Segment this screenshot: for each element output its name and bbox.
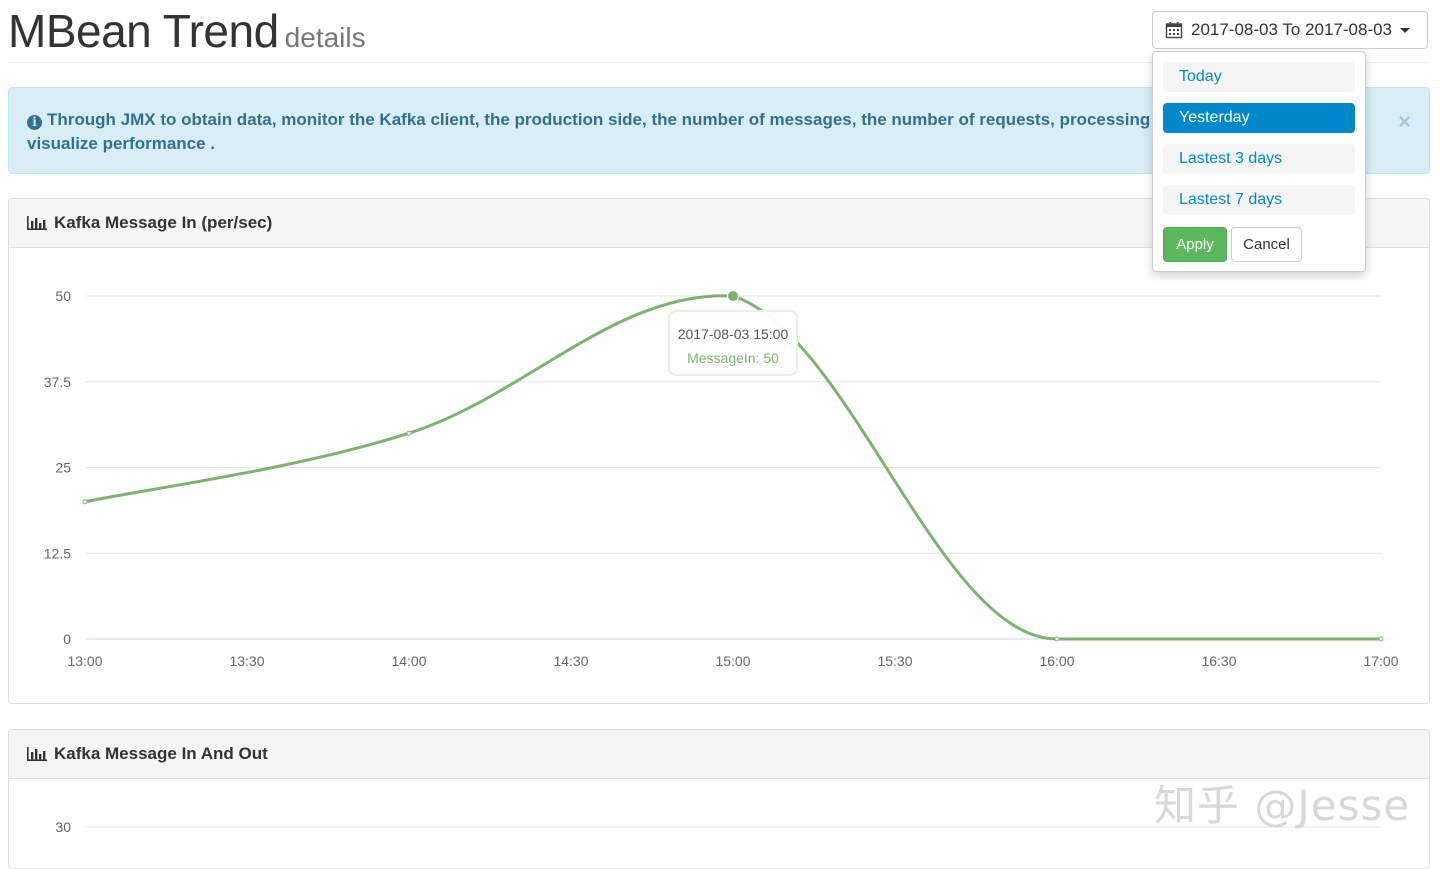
alert-text-line2: visualize performance . [27, 134, 216, 153]
panel-title: Kafka Message In And Out [54, 744, 268, 763]
x-tick-label: 15:30 [877, 653, 912, 669]
y-tick-label: 12.5 [44, 545, 71, 561]
x-tick-label: 15:00 [715, 653, 750, 669]
x-tick-label: 13:00 [67, 653, 102, 669]
cancel-button[interactable]: Cancel [1231, 227, 1302, 262]
data-point [406, 430, 412, 436]
date-range-picker[interactable]: 2017-08-03 To 2017-08-03 [1152, 11, 1428, 49]
y-tick-label: 0 [63, 631, 71, 647]
bar-chart-icon [27, 216, 47, 230]
y-tick-label: 25 [55, 460, 71, 476]
calendar-icon [1165, 22, 1183, 39]
y-tick-label: 50 [55, 288, 71, 304]
message-in-panel: Kafka Message In (per/sec) 0 12.5 25 37.5 50… [8, 198, 1430, 704]
data-point [1054, 636, 1060, 642]
watermark: 知乎 @Jesse [1154, 781, 1411, 830]
page-subtitle: details [284, 22, 366, 53]
range-option-last-3-days[interactable]: Lastest 3 days [1163, 144, 1355, 174]
date-range-value: 2017-08-03 To 2017-08-03 [1191, 20, 1393, 39]
highlighted-data-point [727, 290, 739, 302]
y-tick-label: 30 [55, 819, 71, 835]
caret-down-icon [1400, 27, 1411, 33]
panel-title: Kafka Message In (per/sec) [54, 213, 273, 232]
alert-text: Through JMX to obtain data, monitor the … [47, 110, 1161, 129]
page-header: MBean Trend details [8, 0, 1430, 63]
range-option-today[interactable]: Today [1163, 62, 1355, 92]
date-range-dropdown: Today Yesterday Lastest 3 days Lastest 7… [1152, 51, 1366, 272]
x-tick-label: 14:00 [391, 653, 426, 669]
tooltip-value: MessageIn: 50 [687, 350, 779, 366]
close-icon[interactable]: × [1398, 109, 1411, 134]
message-in-out-chart: 30 [55, 819, 1381, 835]
x-tick-label: 17:00 [1363, 653, 1398, 669]
range-option-last-7-days[interactable]: Lastest 7 days [1163, 185, 1355, 215]
range-option-yesterday[interactable]: Yesterday [1163, 103, 1355, 133]
x-tick-label: 16:30 [1201, 653, 1236, 669]
panel-heading: Kafka Message In And Out [9, 730, 1429, 779]
message-in-out-panel: Kafka Message In And Out 30 [8, 729, 1430, 869]
apply-button[interactable]: Apply [1163, 227, 1227, 262]
data-point [82, 499, 88, 505]
info-circle-icon: i [27, 115, 42, 130]
data-point [1378, 636, 1384, 642]
x-tick-label: 13:30 [229, 653, 264, 669]
series-line-messagein [84, 294, 1381, 641]
page-title-text: MBean Trend [8, 5, 279, 57]
page-title: MBean Trend details [8, 4, 366, 58]
tooltip-time: 2017-08-03 15:00 [677, 326, 789, 342]
bar-chart-icon [27, 747, 47, 761]
chart-tooltip: 2017-08-03 15:00 MessageIn: 50 [668, 310, 798, 376]
y-tick-label: 37.5 [44, 374, 71, 390]
x-tick-label: 14:30 [553, 653, 588, 669]
message-in-chart: 0 12.5 25 37.5 50 13:00 13:30 14:00 14:30 15:00 15… [44, 288, 1399, 669]
x-tick-label: 16:00 [1039, 653, 1074, 669]
